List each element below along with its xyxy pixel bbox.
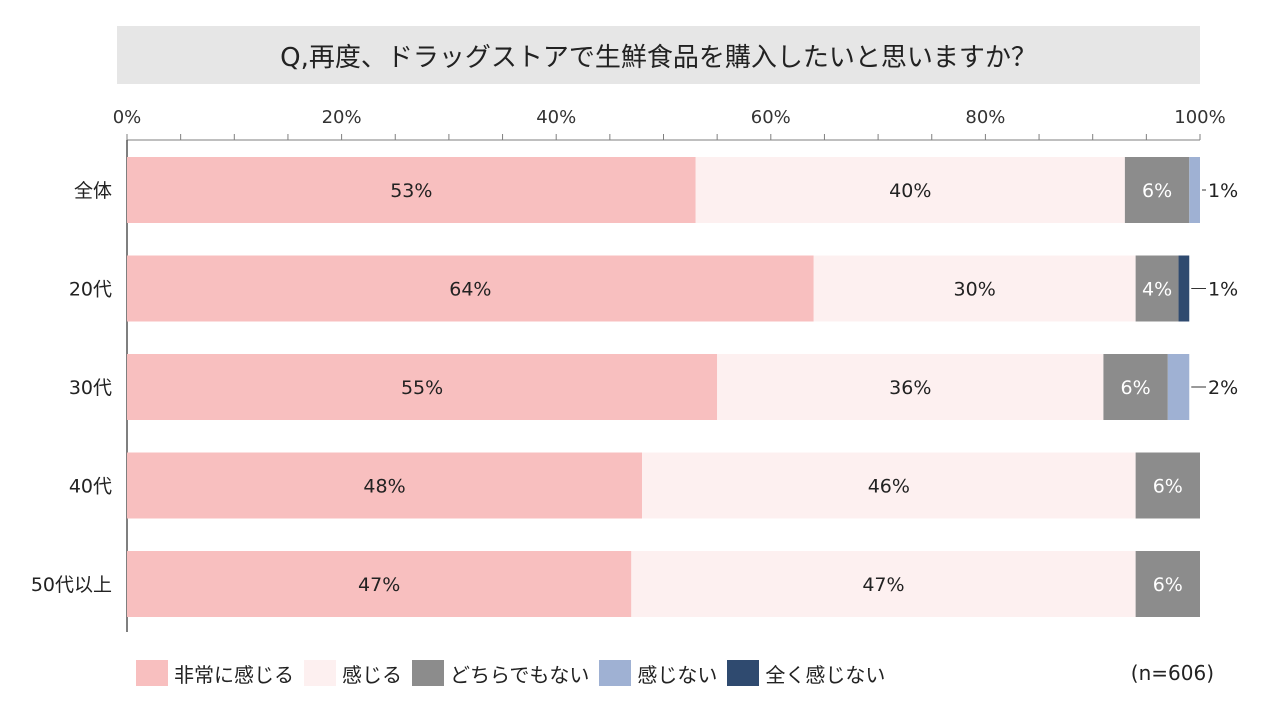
bar-segment [1189, 157, 1200, 223]
category-label: 50代以上 [31, 574, 112, 596]
sample-size-text: (n=606) [1130, 661, 1214, 685]
sample-size-label: (n=606) [1131, 658, 1214, 688]
legend-label: 感じない [637, 662, 718, 687]
data-label: 1% [1208, 279, 1238, 301]
category-label: 30代 [69, 377, 112, 399]
bar-segment [127, 551, 632, 617]
legend-item: 非常に感じる [136, 659, 294, 688]
data-label: 46% [868, 476, 910, 498]
data-label: 6% [1153, 476, 1183, 498]
bar-segment [1135, 255, 1179, 322]
x-tick-label: 100% [1174, 107, 1225, 128]
x-tick-label: 0% [113, 107, 142, 128]
category-label: 全体 [74, 180, 112, 202]
data-label: 47% [862, 574, 904, 596]
legend-swatch [412, 660, 444, 686]
x-tick-label: 60% [751, 107, 791, 128]
legend-label: 非常に感じる [174, 662, 294, 687]
data-label: 53% [390, 180, 432, 202]
data-label: 47% [358, 574, 400, 596]
legend-swatch [304, 660, 336, 686]
legend: 非常に感じる 感じる どちらでもない 感じない 全く感じない [136, 658, 895, 688]
legend-swatch [599, 660, 632, 686]
bar-segment [1178, 255, 1190, 322]
legend-label: どちらでもない [450, 662, 590, 687]
data-label: 64% [449, 279, 491, 301]
legend-item: 感じる [304, 659, 402, 688]
stacked-bar-chart: 0% 20% 40% 60% 80% 100% 全体 53% 40% 6% 1% 20代 64% 30% 4… [31, 107, 1238, 632]
chart-title: Q,再度、ドラッグストアで生鮮食品を購入したいと思いますか？ [117, 26, 1200, 84]
bar-segment [695, 157, 1125, 223]
bar-segment [717, 354, 1104, 420]
bar-segment [813, 255, 1136, 322]
x-tick-label: 80% [965, 107, 1005, 128]
data-label: 6% [1153, 574, 1183, 596]
data-label: 55% [401, 377, 443, 399]
bar-segment [127, 354, 718, 420]
chart-title-text: Q,再度、ドラッグストアで生鮮食品を購入したいと思いますか？ [280, 42, 1037, 73]
bar-segment [642, 452, 1136, 519]
legend-item: 感じない [599, 659, 717, 688]
bar-segment [1124, 157, 1190, 223]
legend-item: どちらでもない [412, 659, 589, 688]
legend-label: 全く感じない [765, 662, 886, 687]
legend-swatch [727, 660, 760, 686]
data-label: 40% [889, 180, 931, 202]
data-label: 30% [954, 279, 996, 301]
legend-swatch [136, 660, 168, 686]
category-label: 20代 [69, 279, 112, 301]
category-label: 40代 [69, 476, 112, 498]
bar-segment [1167, 354, 1190, 420]
x-tick-label: 20% [322, 107, 362, 128]
legend-label: 感じる [342, 662, 402, 687]
bar-segment [1135, 551, 1200, 617]
data-label: 36% [889, 377, 931, 399]
data-label: 2% [1208, 377, 1238, 399]
bar-segment [1135, 452, 1200, 519]
bar-segment [127, 452, 643, 519]
data-label: 4% [1142, 279, 1172, 301]
legend-item: 全く感じない [727, 659, 885, 688]
bar-segment [631, 551, 1136, 617]
x-tick-label: 40% [536, 107, 576, 128]
data-label: 48% [363, 476, 405, 498]
bar-segment [1103, 354, 1168, 420]
data-label: 1% [1208, 180, 1238, 202]
data-label: 6% [1121, 377, 1151, 399]
bar-segment [127, 157, 696, 223]
bar-segment [127, 255, 814, 322]
data-label: 6% [1142, 180, 1172, 202]
